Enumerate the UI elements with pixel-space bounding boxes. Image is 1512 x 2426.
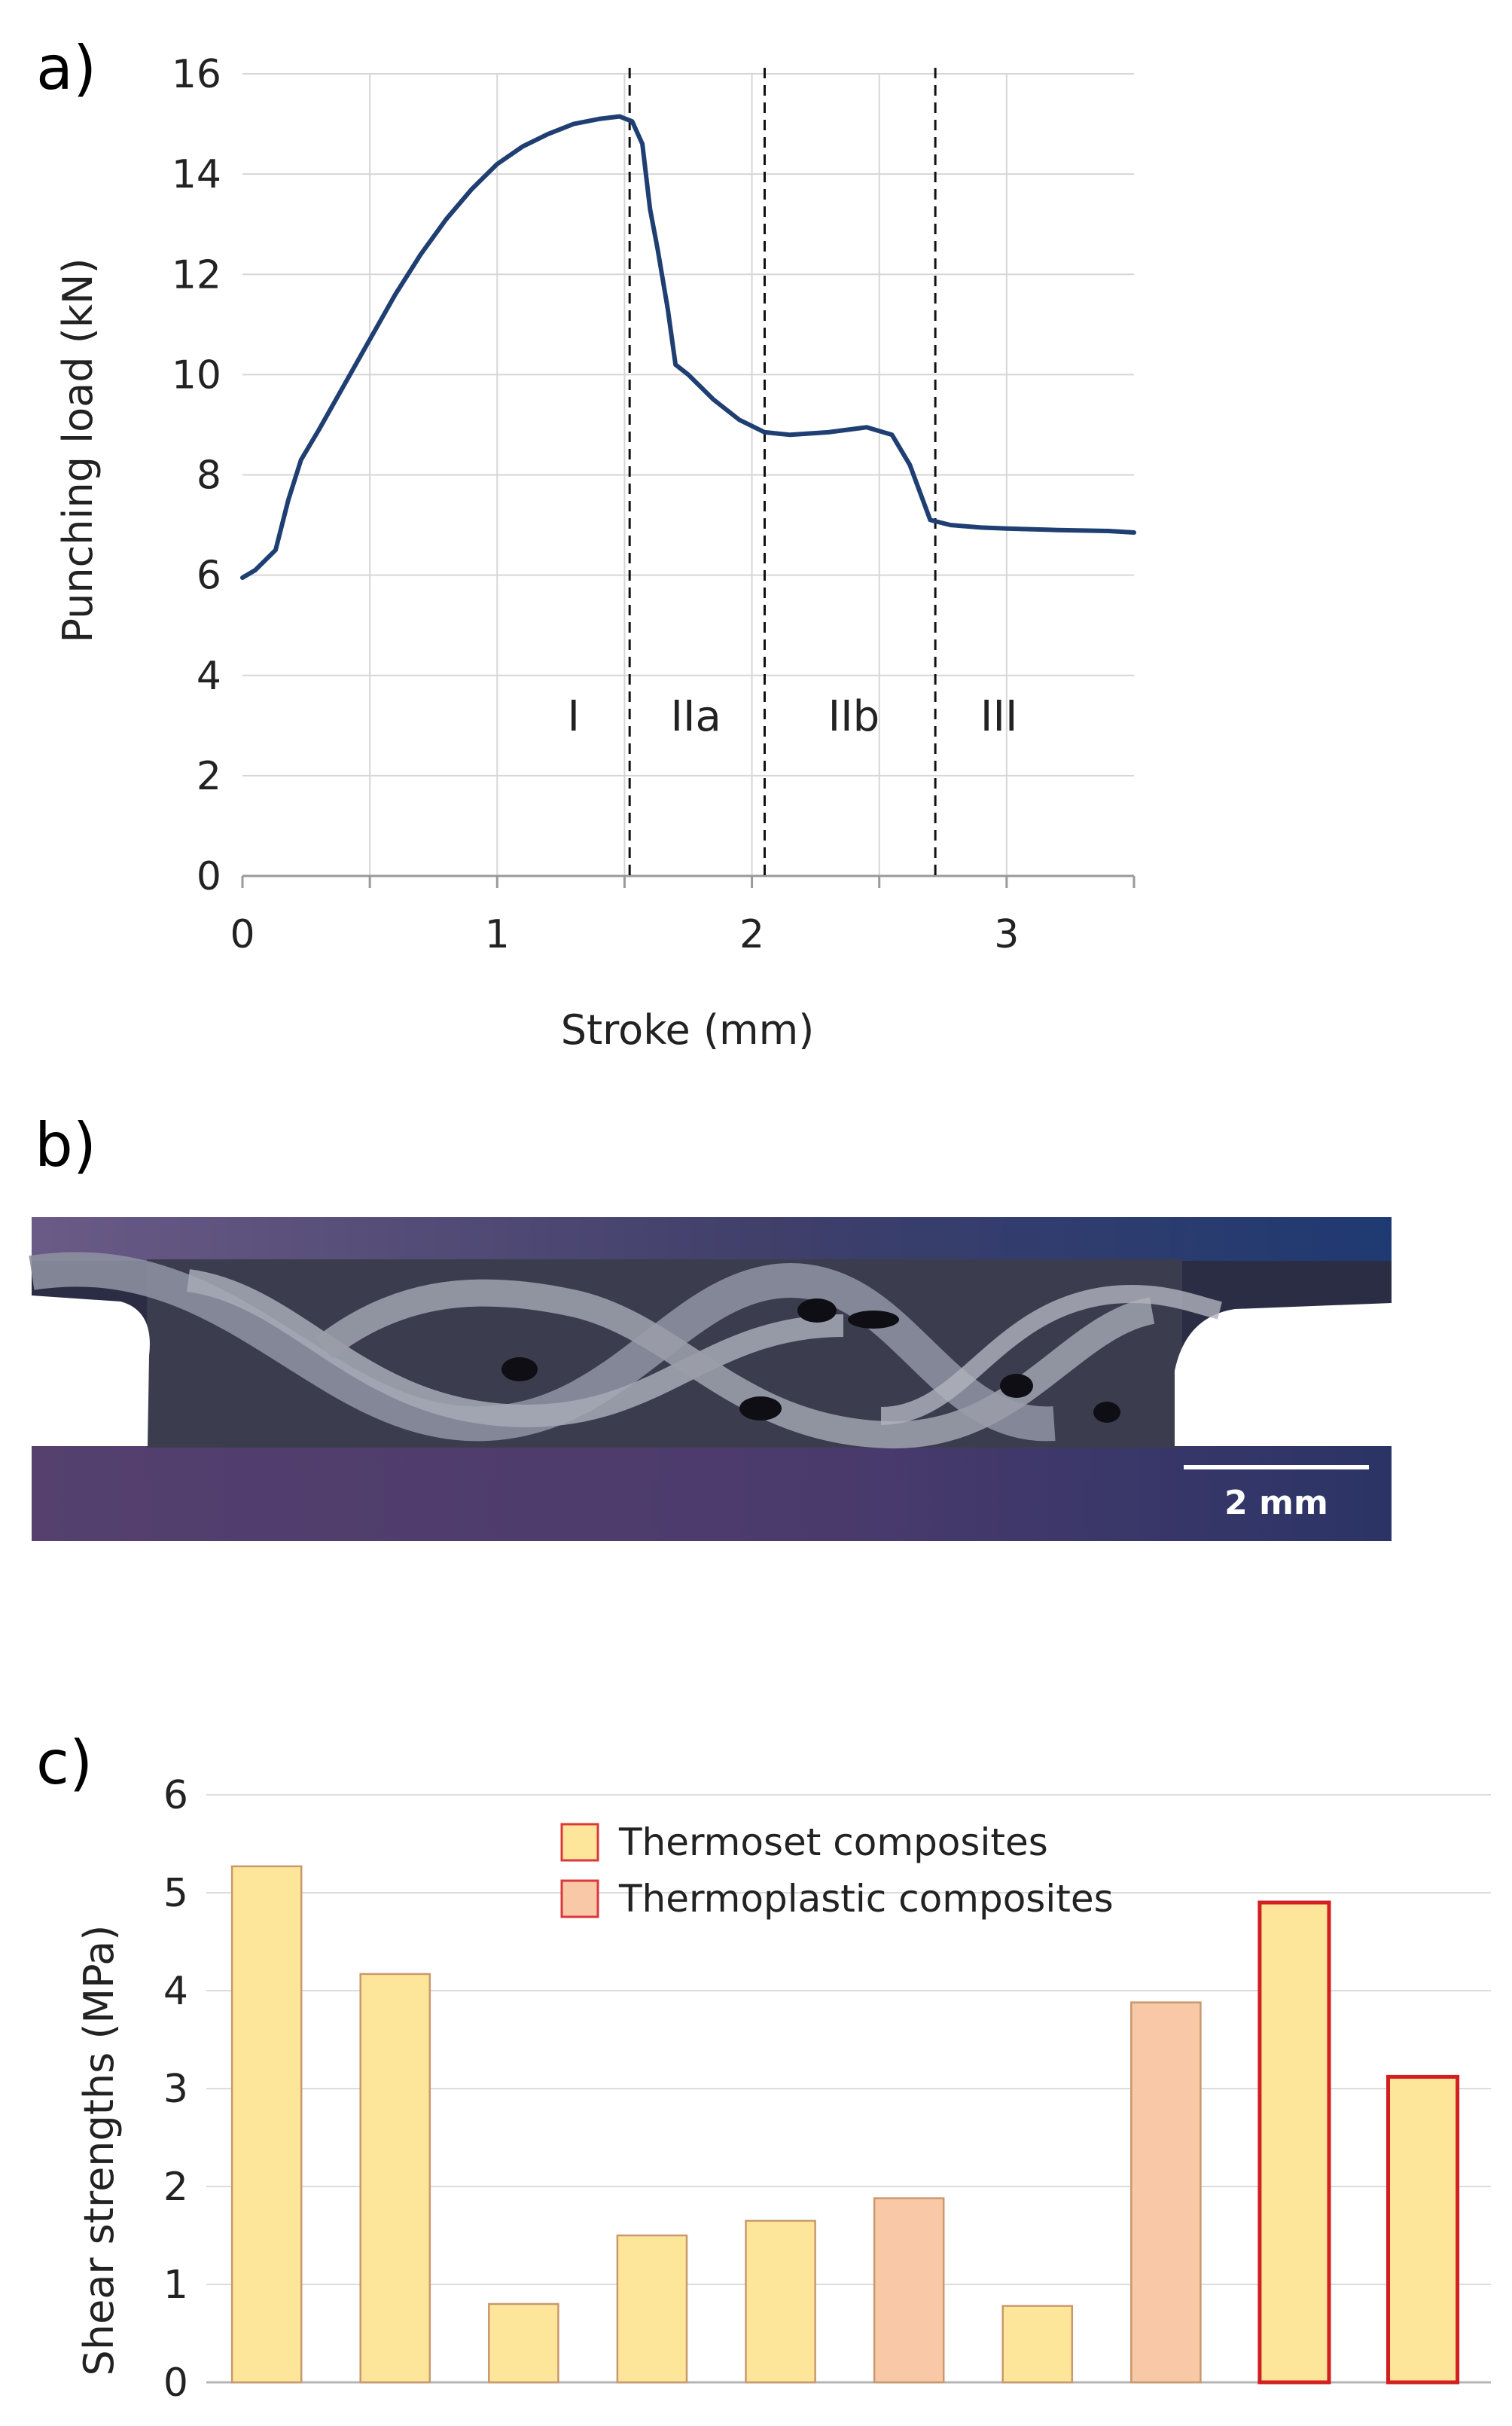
panel-c-y-axis-label: Shear strengths (MPa) (75, 1925, 123, 2376)
panel-a-load-curve (240, 114, 1136, 580)
a-ytick-4: 8 (197, 453, 221, 499)
c-ytick-5: 5 (163, 1871, 188, 1916)
c-ytick-1: 1 (163, 2263, 188, 2308)
bar-0 (230, 1865, 303, 2384)
panel-a-stage-labels: I IIa IIb III (568, 692, 1018, 741)
panel-a-gridlines (242, 73, 1134, 876)
a-region-label-0: I (568, 692, 581, 741)
a-xtick-3: 3 (994, 912, 1019, 957)
panel-a-y-tick-labels: 0 2 4 6 8 10 12 14 16 (172, 52, 221, 899)
panel-a-stage-dividers (628, 68, 937, 876)
c-ytick-6: 6 (163, 1773, 188, 1818)
cross-section-image: 2 mm (29, 1217, 1392, 1541)
bar-1 (359, 1973, 431, 2384)
panel-c-label: c) (36, 1728, 93, 1798)
panel-a-y-axis-label: Punching load (kN) (54, 258, 102, 642)
panel-a-label: a) (36, 33, 96, 103)
panel-c-y-tick-labels: 0 1 2 3 4 5 6 (163, 1773, 188, 2406)
a-ytick-2: 4 (197, 654, 221, 699)
c-ytick-3: 3 (163, 2067, 188, 2112)
c-ytick-0: 0 (163, 2360, 188, 2406)
a-xtick-2: 2 (739, 912, 764, 957)
a-region-label-2: IIb (828, 692, 880, 741)
legend-label-thermoplastic: Thermoplastic composites (618, 1877, 1114, 1921)
a-ytick-7: 14 (172, 152, 221, 197)
legend-swatch-thermoset (560, 1823, 599, 1862)
a-ytick-8: 16 (172, 52, 221, 97)
a-ytick-3: 6 (197, 554, 221, 599)
bar-6 (1001, 2305, 1074, 2384)
panel-a-x-axis-label: Stroke (mm) (561, 1006, 815, 1054)
a-region-label-3: III (980, 692, 1018, 741)
panel-c-bars (230, 1865, 1460, 2385)
legend-label-thermoset: Thermoset composites (618, 1820, 1048, 1864)
a-ytick-5: 10 (172, 352, 221, 398)
a-ytick-6: 12 (172, 252, 221, 298)
scale-bar-label: 2 mm (1224, 1484, 1328, 1522)
panel-c-bar-chart: c) 0 1 2 3 4 5 6 Shear strengths (MPa) Thermos… (36, 1728, 1491, 2406)
panel-c-legend: Thermoset composites Thermoplastic compo… (560, 1820, 1114, 1921)
bar-7 (1130, 2001, 1202, 2384)
c-ytick-4: 4 (163, 1969, 188, 2014)
panel-b-micrograph: b) 2 mm (29, 1110, 1392, 1541)
panel-b-label: b) (35, 1110, 96, 1180)
panel-a-x-tick-labels: 0 1 2 3 (230, 912, 1019, 957)
panel-a-axes (241, 874, 1136, 888)
c-ytick-2: 2 (163, 2165, 188, 2210)
bar-4 (745, 2220, 816, 2384)
bar-8 (1257, 1900, 1331, 2385)
a-xtick-1: 1 (485, 912, 510, 957)
legend-swatch-thermoplastic (560, 1879, 599, 1918)
a-ytick-1: 2 (197, 754, 221, 799)
a-ytick-0: 0 (197, 854, 221, 899)
bar-2 (488, 2302, 559, 2384)
bar-9 (1386, 2074, 1460, 2385)
a-xtick-0: 0 (230, 912, 255, 957)
a-region-label-1: IIa (670, 692, 721, 741)
bar-5 (873, 2197, 945, 2384)
bar-3 (616, 2234, 688, 2384)
